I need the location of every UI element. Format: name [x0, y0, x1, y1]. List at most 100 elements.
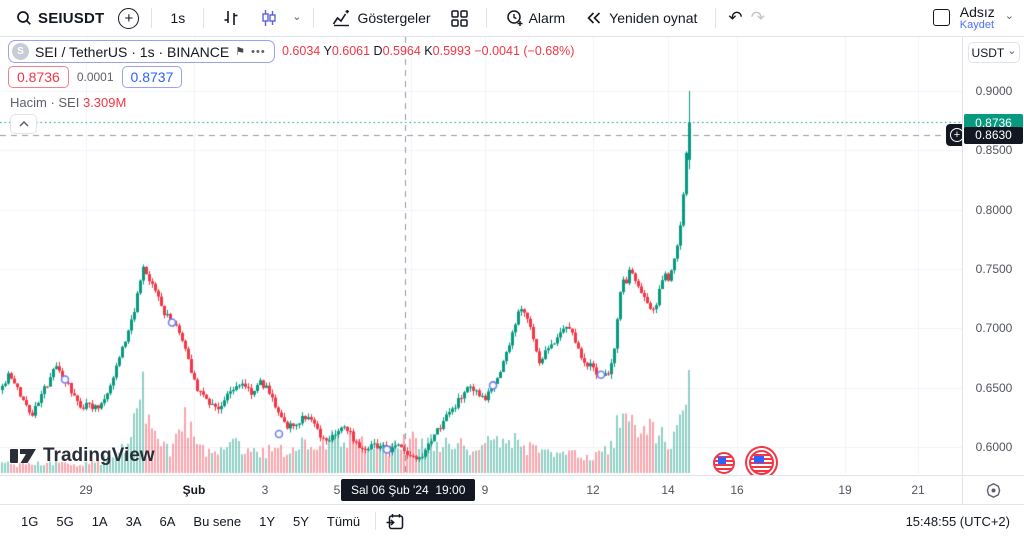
range-button-5g[interactable]: 5G: [49, 511, 80, 532]
price-tick-label: 0.7000: [975, 321, 1013, 336]
range-button-1y[interactable]: 1Y: [252, 511, 282, 532]
close-label: K: [424, 44, 433, 58]
crosshair-price-badge: 0.8630: [964, 126, 1023, 144]
more-options-icon[interactable]: •••: [251, 45, 266, 58]
price-tick-label: 0.7500: [975, 262, 1013, 277]
indicators-label: Göstergeler: [357, 10, 431, 26]
volume-row: Hacim · SEI 3.309M: [10, 95, 126, 110]
chart-plot-area[interactable]: S SEI / TetherUS · 1s · BINANCE ⚑ ••• 0.…: [0, 37, 962, 475]
ohlc-values: 0.6034 Y0.6061 D0.5964 K0.5993 −0.0041 (…: [282, 44, 574, 58]
symbol-search-button[interactable]: SEIUSDT: [10, 5, 111, 31]
currency-toggle-button[interactable]: USDT ⌄: [968, 42, 1020, 63]
chevron-down-icon[interactable]: ⌄: [1004, 10, 1014, 23]
toolbar-separator: [375, 512, 377, 530]
crosshair-add-alert-button[interactable]: +: [946, 124, 962, 146]
change-value: −0.0041 (−0.68%): [474, 44, 575, 58]
time-tick-label: 14: [661, 483, 675, 497]
tradingview-logo-icon: [10, 449, 36, 463]
save-button[interactable]: Kaydet: [959, 18, 995, 31]
layout-save-group[interactable]: Adsız Kaydet: [960, 5, 995, 31]
legend-title: SEI / TetherUS · 1s · BINANCE: [35, 43, 230, 60]
price-axis[interactable]: USDT ⌄ 0.9000 0.8500 0.8000 0.7500 0.7000 0.6…: [962, 37, 1024, 504]
compare-add-symbol-icon[interactable]: +: [118, 7, 140, 29]
layout-square-icon[interactable]: [932, 9, 950, 27]
legend-symbol-pill[interactable]: S SEI / TetherUS · 1s · BINANCE ⚑ •••: [8, 40, 275, 63]
time-tick-label: 12: [586, 483, 600, 497]
go-to-date-button[interactable]: [384, 510, 407, 532]
calendar-icon: [386, 513, 404, 529]
sell-price-button[interactable]: 0.8736: [8, 66, 69, 88]
symbol-name: SEIUSDT: [38, 9, 105, 27]
range-button-5y[interactable]: 5Y: [286, 511, 316, 532]
time-tick-label: 19: [838, 483, 852, 497]
crosshair-time-tooltip: Sal 06 Şub '24 19:00: [341, 479, 476, 501]
volume-label: Hacim · SEI: [10, 95, 80, 110]
range-button-bu-sene[interactable]: Bu sene: [186, 511, 248, 532]
toolbar-separator: [485, 8, 487, 28]
toolbar-separator: [203, 8, 205, 28]
top-toolbar: SEIUSDT + 1s ⌄ Göstergeler Alarm: [0, 0, 1024, 37]
collapse-legend-button[interactable]: [10, 114, 37, 134]
toolbar-separator: [313, 8, 315, 28]
alarm-label: Alarm: [528, 10, 566, 26]
flag-icon[interactable]: ⚑: [235, 46, 246, 58]
close-value: 0.5993: [432, 44, 471, 58]
time-tick-label: 21: [911, 483, 925, 497]
toolbar-separator: [715, 8, 717, 28]
range-button-1a[interactable]: 1A: [85, 511, 115, 532]
time-tick-label: 16: [730, 483, 744, 497]
range-button-tümü[interactable]: Tümü: [320, 511, 367, 532]
time-tick-label: 29: [79, 483, 93, 497]
buy-price-button[interactable]: 0.8737: [121, 66, 183, 88]
price-tick-label: 0.8000: [975, 202, 1013, 217]
time-axis[interactable]: 29 Şub 3 5 9 12 14 16 19 21 Sal 06 Şub '24 19:00: [0, 475, 962, 504]
layout-name: Adsız: [959, 3, 995, 20]
spread-value: 0.0001: [76, 70, 114, 84]
candle-style-icon[interactable]: [254, 5, 285, 31]
currency-label: USDT: [971, 45, 1005, 60]
bottom-toolbar: 1G 5G 1A 3A 6A Bu sene 1Y 5Y Tümü 15:48:55 (UTC+…: [0, 504, 1024, 537]
price-tick-label: 0.9000: [975, 84, 1013, 98]
price-tick-label: 0.6000: [975, 440, 1013, 455]
bid-ask-row: 0.8736 0.0001 0.8737: [8, 66, 183, 88]
low-value: 0.5964: [382, 44, 421, 58]
time-tick-label: 5: [333, 483, 341, 497]
undo-icon[interactable]: ↶: [728, 8, 743, 27]
sei-coin-icon: S: [12, 43, 29, 60]
watermark-text: TradingView: [43, 445, 155, 466]
price-tick-label: 0.6500: [975, 380, 1013, 395]
economic-event-us-flag-icon[interactable]: [749, 450, 774, 475]
tradingview-watermark: TradingView: [10, 445, 155, 467]
range-button-1g[interactable]: 1G: [14, 511, 45, 532]
indicators-icon: [332, 9, 351, 27]
plus-icon: +: [950, 128, 962, 142]
indicators-button[interactable]: Göstergeler: [326, 5, 437, 31]
range-button-6a[interactable]: 6A: [153, 511, 183, 532]
time-tick-label: 9: [481, 483, 489, 497]
bar-style-icon[interactable]: [216, 5, 247, 31]
alarm-clock-icon: [505, 9, 523, 27]
price-chart-canvas[interactable]: [0, 37, 962, 474]
chevron-down-icon[interactable]: ⌄: [292, 10, 302, 23]
search-icon: [16, 10, 32, 26]
alarm-button[interactable]: Alarm: [498, 5, 572, 31]
replay-button[interactable]: Yeniden oynat: [579, 6, 704, 30]
high-label: Y: [323, 44, 332, 58]
low-label: D: [373, 44, 383, 58]
economic-event-us-flag-icon[interactable]: [713, 452, 735, 474]
chevron-down-icon: ⌄: [1007, 45, 1017, 57]
toolbar-separator: [151, 8, 153, 28]
range-button-3a[interactable]: 3A: [119, 511, 149, 532]
time-tick-label: Şub: [182, 483, 206, 497]
interval-button[interactable]: 1s: [164, 6, 192, 30]
price-tick-label: 0.8500: [975, 143, 1013, 158]
axis-settings-corner[interactable]: [963, 475, 1024, 504]
chart-main: S SEI / TetherUS · 1s · BINANCE ⚑ ••• 0.…: [0, 37, 1024, 504]
replay-rewind-icon: [585, 10, 603, 26]
layout-grid-icon[interactable]: [444, 5, 474, 31]
replay-label: Yeniden oynat: [609, 10, 698, 26]
time-tick-label: 3: [261, 483, 269, 497]
chevron-up-icon: [18, 121, 29, 127]
clock-timezone-button[interactable]: 15:48:55 (UTC+2): [905, 513, 1010, 529]
